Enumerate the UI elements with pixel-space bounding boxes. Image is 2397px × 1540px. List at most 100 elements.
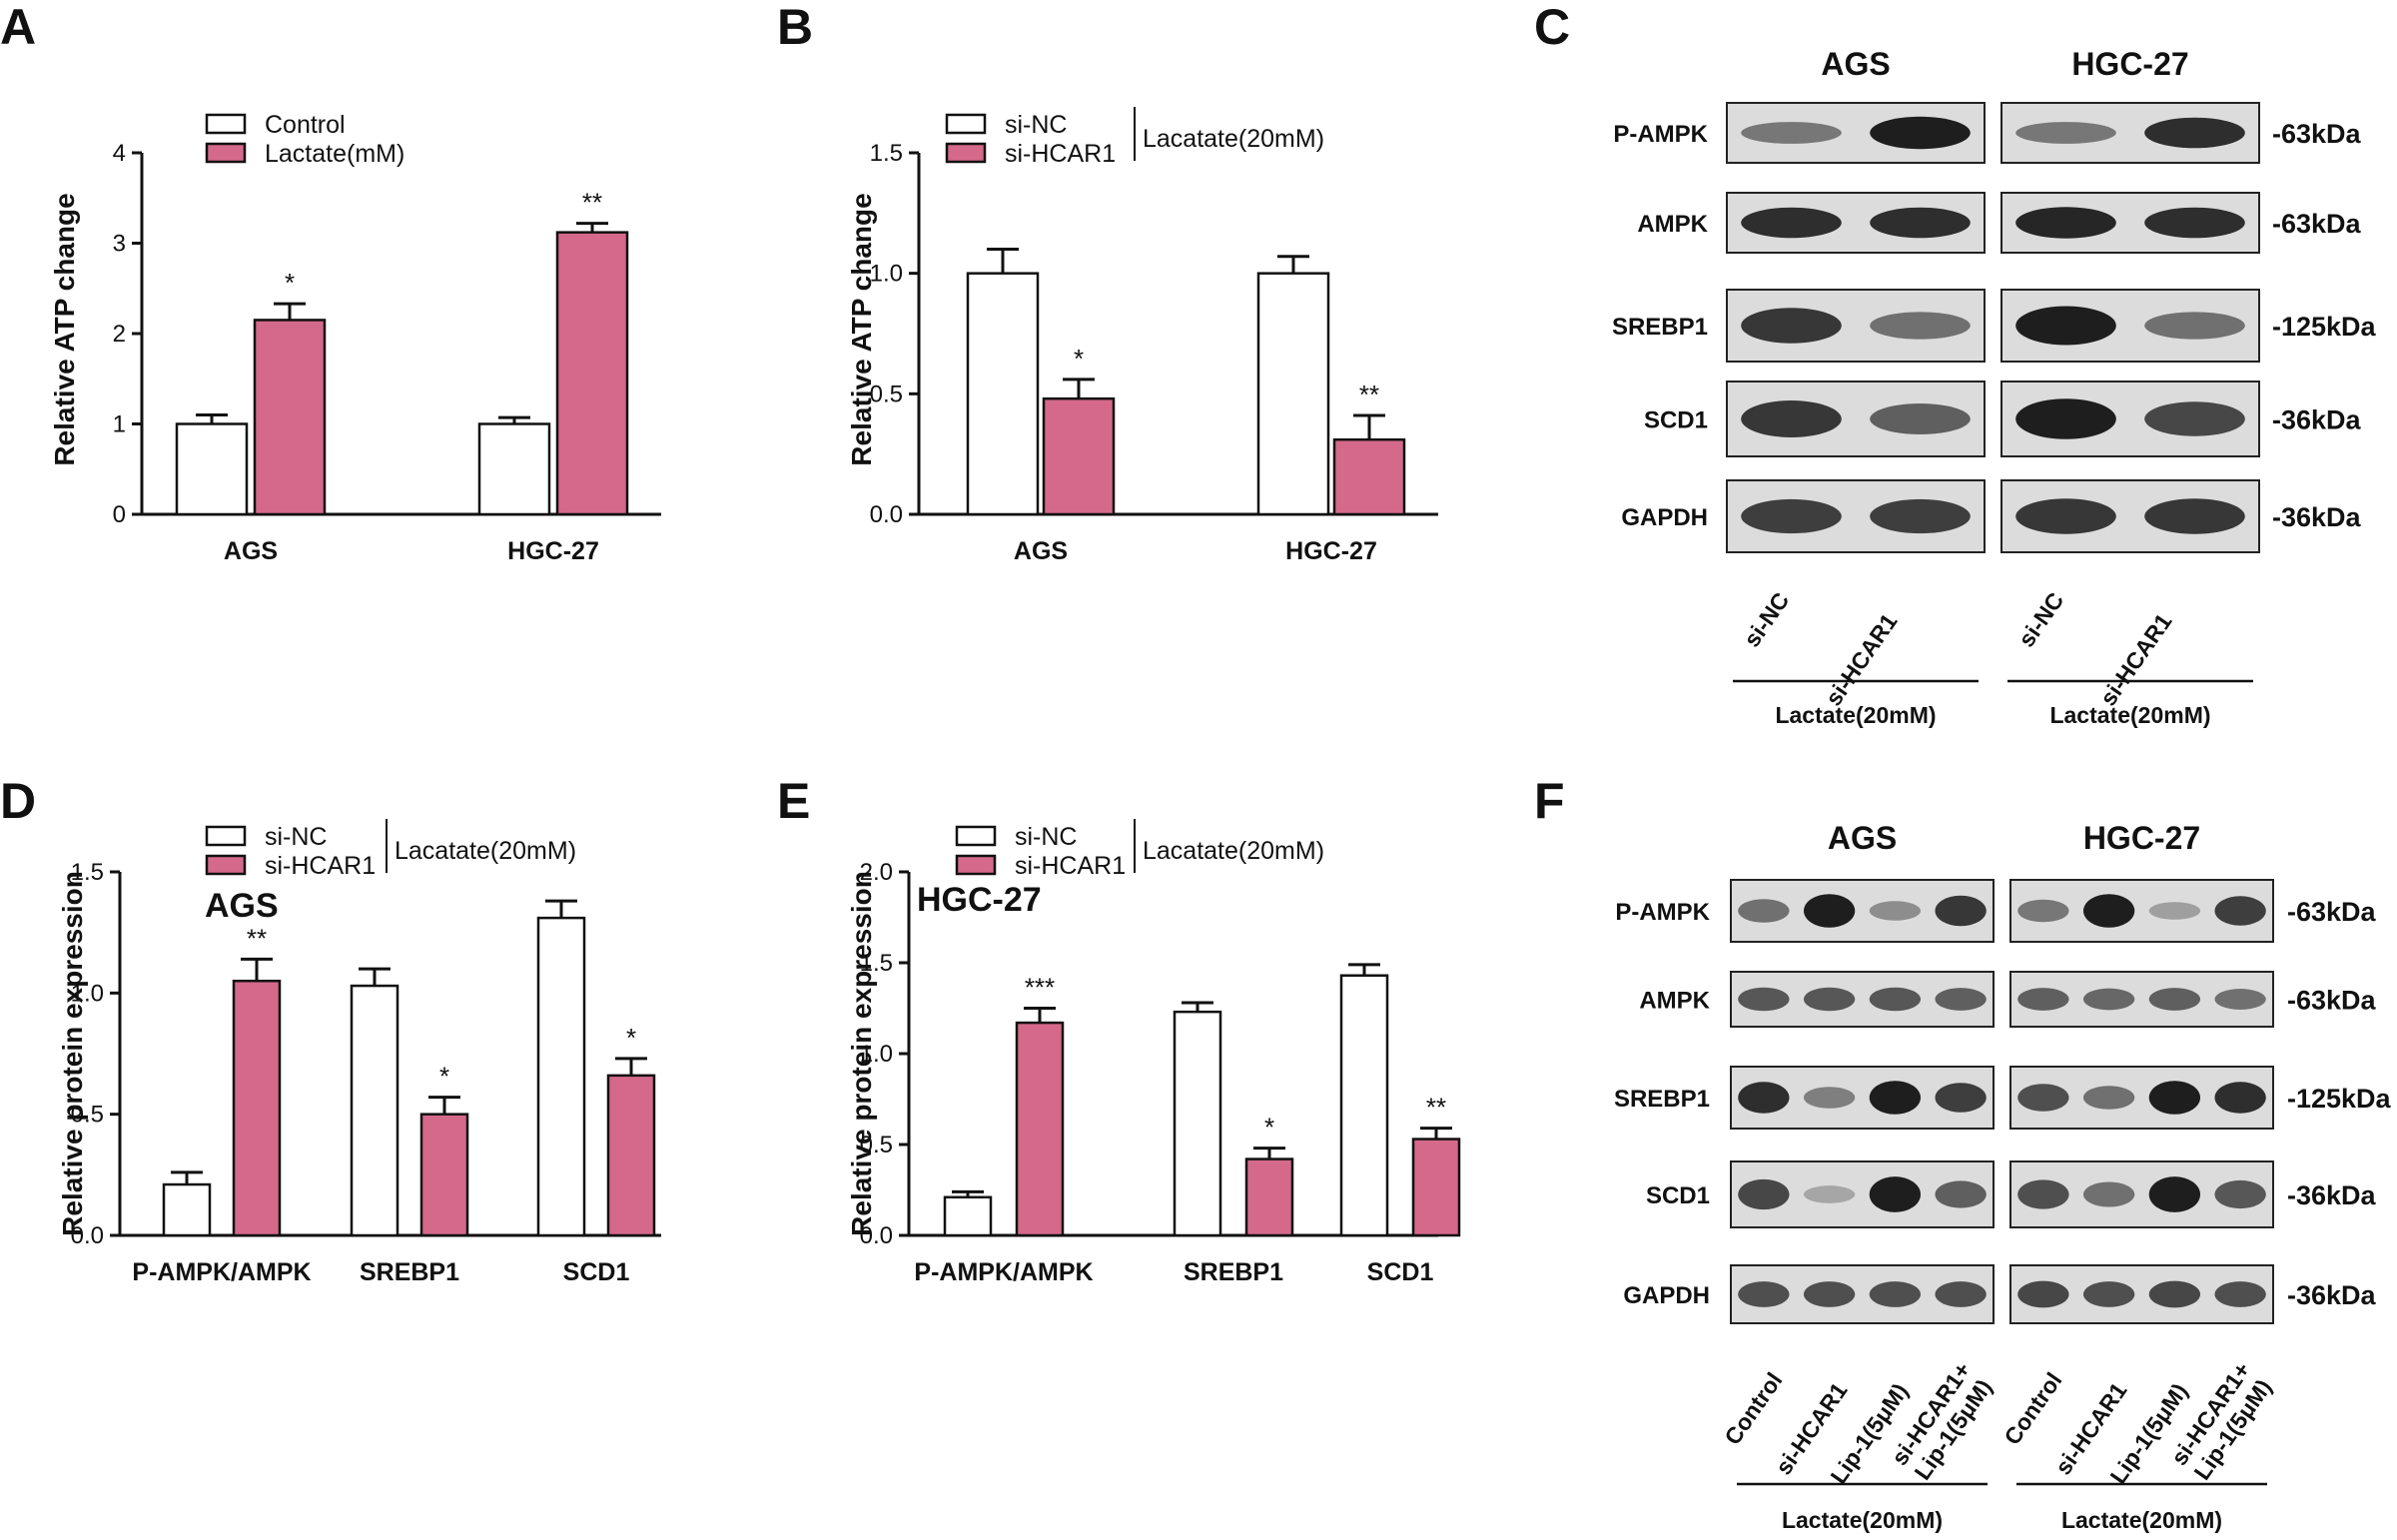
x-category-label: SREBP1	[360, 1258, 459, 1286]
panel-letter: C	[1534, 0, 1570, 55]
legend-label: Control	[265, 111, 346, 139]
y-tick-label: 0.5	[860, 1132, 893, 1158]
legend-treatment-label: Lacatate(20mM)	[395, 837, 576, 865]
bar-control	[1339, 974, 1389, 1237]
blot-band	[1738, 899, 1790, 923]
blot-band	[1869, 987, 1922, 1012]
bar-control	[350, 984, 400, 1237]
significance-mark: **	[247, 923, 267, 953]
blot-lane-label: Control	[1719, 1367, 1787, 1449]
blot-band	[2017, 1179, 2069, 1209]
treatment-label: Lactate(20mM)	[2061, 1507, 2222, 1533]
blot-band	[1935, 988, 1987, 1011]
treatment-label: Lactate(20mM)	[2049, 702, 2210, 728]
blot-band	[1935, 1180, 1987, 1208]
blot-protein-label: AMPK	[1637, 211, 1708, 238]
blot-row-p-ampk: P-AMPK -63kDa	[1613, 102, 2362, 164]
bar-treated	[1411, 1138, 1461, 1237]
blot-kda-label: -36kDa	[2272, 502, 2362, 532]
blot-band	[2015, 207, 2116, 239]
blot-kda-label: -125kDa	[2272, 312, 2377, 342]
x-category-label: SCD1	[563, 1258, 630, 1286]
significance-mark: *	[1074, 344, 1084, 374]
significance-mark: **	[1359, 380, 1379, 409]
x-category-label: HGC-27	[507, 537, 599, 565]
bar-treated	[1332, 437, 1406, 516]
bar-control	[1256, 272, 1330, 516]
legend-swatch	[955, 825, 997, 847]
y-tick-label: 1.5	[71, 859, 104, 886]
legend-treatment-label: Lacatate(20mM)	[1143, 125, 1324, 153]
bar-control	[162, 1182, 212, 1237]
bar-treated	[555, 231, 629, 516]
bar-control	[943, 1195, 993, 1237]
bar-treated	[1042, 396, 1116, 516]
legend-label: si-HCAR1	[265, 852, 376, 880]
blot-lane-label: si-HCAR1	[2094, 608, 2176, 710]
blot-band	[2017, 988, 2069, 1011]
blot-row-scd1: SCD1 -36kDa	[1646, 1160, 2377, 1228]
blot-band	[2148, 988, 2201, 1011]
chart-inset-title: AGS	[205, 887, 279, 925]
blot-cell-title: AGS	[1828, 820, 1897, 856]
blot-panel-c: C AGS HGC-27 P-AMPK -63kDa AMPK -63kDa SREBP1 -1…	[1534, 0, 2377, 728]
blot-lane-label: si-HCAR1	[1820, 608, 1902, 710]
blot-band	[1870, 207, 1971, 239]
blot-band	[1738, 1178, 1790, 1210]
significance-mark: *	[626, 1023, 636, 1053]
significance-mark: **	[1426, 1093, 1446, 1123]
y-tick-label: 1.0	[860, 1041, 893, 1068]
blot-band	[1870, 498, 1971, 534]
blot-cell-title: HGC-27	[2083, 820, 2200, 856]
y-axis-title: Relative ATP change	[846, 193, 877, 465]
blot-band	[1869, 1281, 1922, 1307]
blot-band	[2144, 117, 2245, 149]
blot-band	[1803, 1087, 1856, 1109]
legend-swatch	[205, 113, 247, 135]
x-category-label: AGS	[224, 537, 278, 565]
blot-band	[2015, 122, 2116, 144]
y-tick-label: 2	[113, 321, 126, 348]
x-category-label: SCD1	[1367, 1258, 1434, 1286]
blot-band	[1741, 207, 1842, 239]
panel-letter: E	[777, 773, 810, 829]
blot-band	[2148, 1081, 2201, 1115]
y-tick-label: 0.0	[71, 1222, 104, 1249]
treatment-label: Lactate(20mM)	[1782, 1507, 1943, 1533]
legend-swatch	[205, 854, 247, 876]
y-axis-title: Relative ATP change	[49, 193, 80, 465]
bar-treated	[419, 1113, 469, 1237]
chart-panel-b: B 0.0 0.5 1.0 1.5 Relative ATP change * AGS ** HG…	[777, 0, 1438, 565]
y-tick-label: 1	[113, 411, 126, 438]
blot-band	[2148, 1280, 2201, 1308]
blot-row-ampk: AMPK -63kDa	[1637, 192, 2362, 254]
blot-band	[1738, 1281, 1790, 1307]
y-axis-title: Relative protein expression	[57, 871, 88, 1236]
blot-band	[1870, 312, 1971, 340]
bar-treated	[1015, 1021, 1065, 1237]
blot-kda-label: -63kDa	[2287, 986, 2377, 1016]
bar-treated	[606, 1074, 656, 1237]
blot-band	[2148, 1176, 2201, 1212]
bar-control	[1173, 1010, 1222, 1237]
y-axis-title: Relative protein expression	[846, 871, 877, 1236]
legend-swatch	[205, 142, 247, 164]
blot-band	[2015, 498, 2116, 534]
blot-protein-label: AMPK	[1639, 988, 1710, 1015]
blot-band	[2144, 401, 2245, 436]
blot-protein-label: P-AMPK	[1615, 899, 1710, 926]
y-tick-label: 0	[113, 501, 126, 528]
significance-mark: **	[582, 188, 602, 218]
x-category-label: AGS	[1014, 537, 1068, 565]
y-tick-label: 0.5	[870, 381, 903, 407]
blot-band	[1869, 1081, 1922, 1115]
y-tick-label: 1.0	[71, 980, 104, 1007]
y-tick-label: 1.0	[870, 261, 903, 288]
blot-band	[2144, 498, 2245, 534]
blot-row-ampk: AMPK -63kDa	[1639, 971, 2377, 1028]
x-category-label: P-AMPK/AMPK	[132, 1258, 311, 1286]
legend-label: si-NC	[1015, 823, 1078, 851]
